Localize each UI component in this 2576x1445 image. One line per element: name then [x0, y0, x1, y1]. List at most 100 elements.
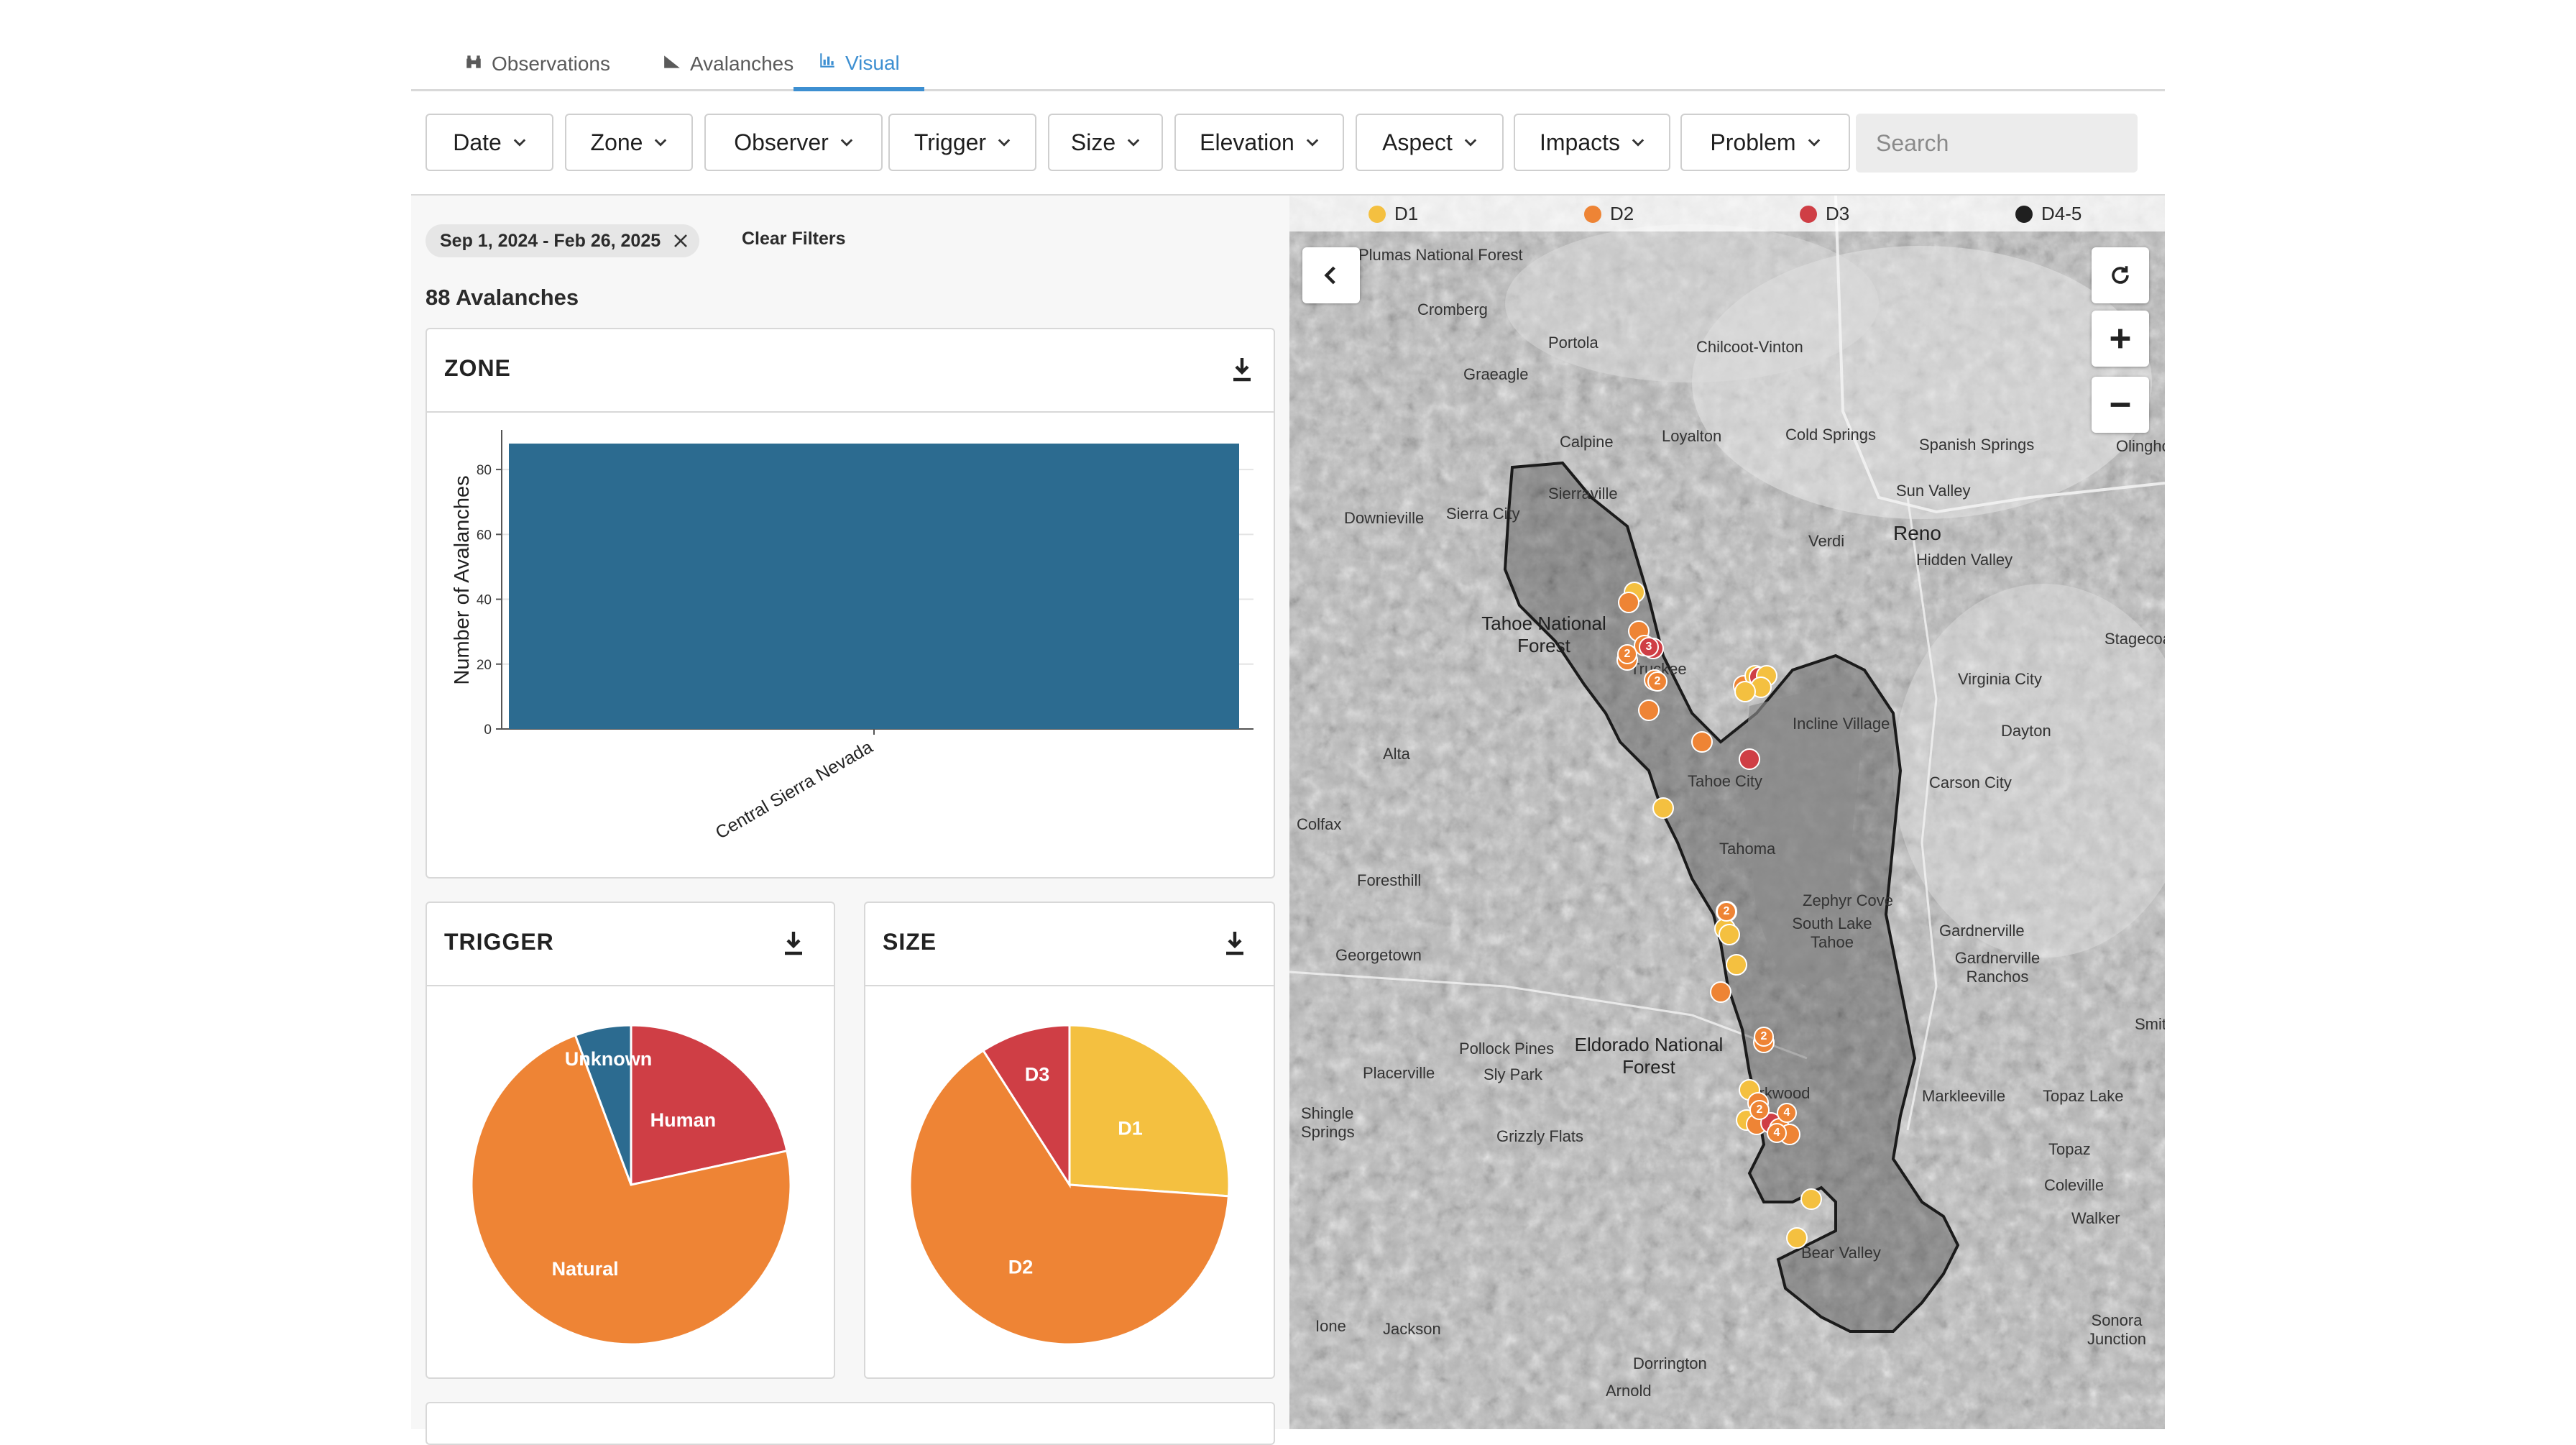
pie-slice: [908, 1049, 1230, 1346]
tab-visual[interactable]: Visual: [794, 39, 924, 91]
place-label: Smith: [2135, 1015, 2165, 1033]
legend-label: D3: [1826, 203, 1850, 224]
filter-label: Zone: [590, 129, 643, 155]
trigger-pie-chart: Human Natural Unknown: [470, 1024, 792, 1346]
chevron-down-icon: [1306, 139, 1319, 147]
place-label: Eldorado National Forest: [1574, 1034, 1724, 1078]
legend-dot: [1800, 205, 1817, 223]
cluster-marker[interactable]: 3: [1639, 637, 1659, 657]
cluster-marker[interactable]: 2: [1749, 1100, 1770, 1120]
place-label: Plumas National Forest: [1358, 246, 1523, 264]
place-label: Alta: [1383, 745, 1410, 763]
avalanche-marker[interactable]: [1710, 981, 1731, 1003]
avalanche-marker[interactable]: [1786, 1227, 1808, 1249]
chevron-left-icon: [1324, 266, 1335, 285]
chevron-down-icon: [1632, 139, 1644, 147]
place-label: Placerville: [1363, 1064, 1435, 1082]
filter-problem-button[interactable]: Problem: [1680, 114, 1850, 171]
avalanche-marker[interactable]: [1719, 924, 1740, 945]
card-header: ZONE: [427, 329, 1274, 413]
download-icon[interactable]: [1230, 357, 1254, 382]
chevron-down-icon: [1464, 139, 1477, 147]
collapse-panel-button[interactable]: [1302, 247, 1360, 303]
cluster-marker[interactable]: 2: [1617, 644, 1637, 664]
avalanche-marker[interactable]: [1739, 748, 1760, 770]
zone-boundary: [1503, 461, 1960, 1333]
minus-icon: [2110, 403, 2130, 407]
binoculars-icon: [464, 52, 483, 76]
card-title: TRIGGER: [444, 929, 554, 955]
download-icon[interactable]: [1223, 930, 1246, 956]
legend-label: D2: [1610, 203, 1634, 224]
avalanche-marker[interactable]: [1691, 731, 1713, 753]
place-label: Grizzly Flats: [1496, 1127, 1583, 1145]
avalanche-marker[interactable]: [1652, 797, 1674, 819]
bar: [509, 444, 1239, 729]
legend-item-d3: D3: [1800, 203, 1849, 225]
place-label: Sierraville: [1548, 485, 1618, 503]
avalanche-marker[interactable]: [1618, 592, 1639, 613]
download-icon[interactable]: [782, 930, 805, 956]
avalanche-marker[interactable]: [1734, 681, 1756, 702]
cluster-marker[interactable]: 4: [1777, 1103, 1797, 1123]
chevron-down-icon: [840, 139, 853, 147]
avalanche-marker[interactable]: [1726, 954, 1747, 976]
cluster-marker[interactable]: 2: [1754, 1027, 1774, 1047]
chevron-down-icon: [1127, 139, 1140, 147]
avalanche-marker[interactable]: [1638, 699, 1660, 721]
place-label: Topaz Lake: [2043, 1087, 2124, 1105]
size-chart-card: SIZE D1 D2 D3: [864, 902, 1275, 1379]
filter-aspect-button[interactable]: Aspect: [1356, 114, 1504, 171]
place-label: Tahoma: [1719, 840, 1776, 858]
avalanche-map[interactable]: Plumas National Forest Cromberg Portola …: [1289, 196, 2165, 1429]
pie-slice: [470, 1034, 792, 1346]
filter-observer-button[interactable]: Observer: [704, 114, 883, 171]
bar-chart-icon: [818, 51, 837, 75]
pie-label: Unknown: [565, 1048, 653, 1070]
zoom-out-button[interactable]: [2092, 377, 2149, 433]
filter-zone-button[interactable]: Zone: [565, 114, 693, 171]
refresh-icon: [2112, 266, 2129, 284]
filter-label: Problem: [1710, 129, 1796, 155]
filter-label: Impacts: [1539, 129, 1621, 155]
tab-avalanches[interactable]: Avalanches: [663, 39, 794, 89]
place-label: Cold Springs: [1785, 426, 1876, 444]
y-tick-label: 40: [477, 593, 492, 608]
filter-label: Trigger: [914, 129, 987, 155]
cluster-marker[interactable]: 2: [1716, 902, 1736, 922]
reset-view-button[interactable]: [2092, 247, 2149, 303]
place-label: Tahoe City: [1688, 772, 1762, 790]
place-label: Gardnerville Ranchos: [1954, 949, 2041, 986]
legend-item-d4-5: D4-5: [2015, 203, 2082, 225]
clear-filters-button[interactable]: Clear Filters: [742, 229, 846, 249]
place-label: Downieville: [1344, 509, 1425, 527]
avalanche-marker[interactable]: [1800, 1188, 1822, 1210]
cluster-marker[interactable]: 4: [1767, 1123, 1787, 1143]
place-label: Incline Village: [1793, 715, 1890, 733]
search-input[interactable]: [1856, 114, 2138, 173]
place-label: Arnold: [1606, 1382, 1652, 1400]
zoom-in-button[interactable]: [2092, 311, 2149, 367]
place-label: Shingle Springs: [1301, 1104, 1355, 1141]
chevron-down-icon: [513, 139, 526, 147]
place-label: Stagecoach: [2104, 630, 2165, 648]
filter-date-button[interactable]: Date: [426, 114, 553, 171]
zone-bar-chart: 0 20 40 60 80 Central Sierra Nevada Number of …: [451, 430, 1254, 843]
pie-label: D2: [1008, 1257, 1034, 1278]
close-icon[interactable]: [673, 234, 688, 248]
y-tick-label: 20: [477, 658, 492, 673]
pie-slice: [981, 1024, 1071, 1189]
trigger-chart-card: TRIGGER Human Natural Unknown: [426, 902, 835, 1379]
filter-impacts-button[interactable]: Impacts: [1514, 114, 1670, 171]
card-header: TRIGGER: [427, 903, 834, 986]
filter-trigger-button[interactable]: Trigger: [888, 114, 1036, 171]
legend-dot: [1368, 205, 1386, 223]
filter-elevation-button[interactable]: Elevation: [1174, 114, 1344, 171]
place-label: Sonora Junction: [2087, 1311, 2146, 1348]
pie-label: D3: [1025, 1064, 1050, 1086]
pie-slice: [630, 1024, 788, 1186]
tab-observations[interactable]: Observations: [464, 39, 610, 89]
cluster-marker[interactable]: 2: [1647, 671, 1668, 692]
filter-size-button[interactable]: Size: [1048, 114, 1163, 171]
place-label: Colfax: [1297, 815, 1342, 833]
